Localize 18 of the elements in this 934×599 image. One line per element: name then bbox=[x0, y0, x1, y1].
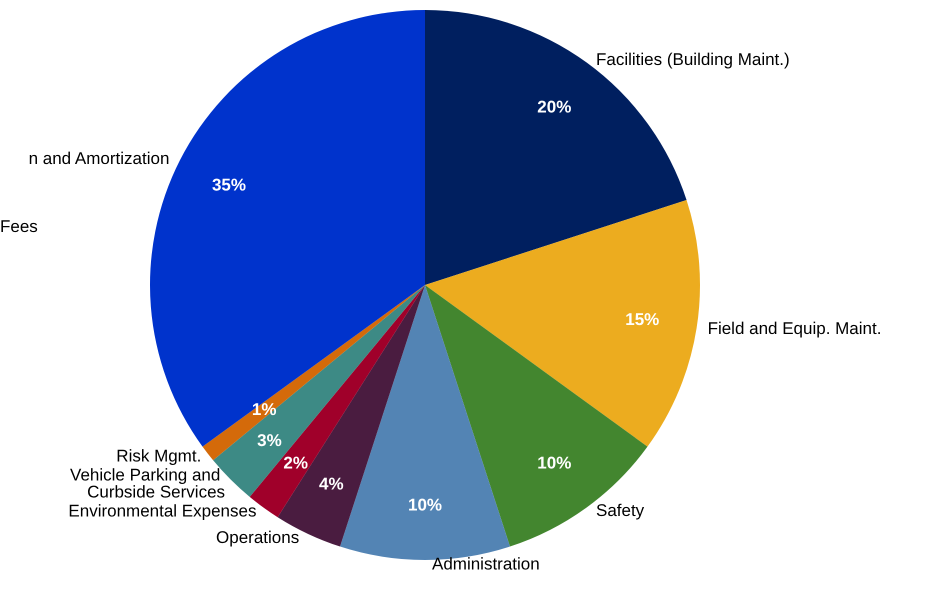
data-label: 2% bbox=[283, 453, 308, 472]
data-label: 15% bbox=[625, 310, 660, 329]
data-label: 10% bbox=[537, 453, 572, 472]
slice-label: Risk Mgmt. bbox=[116, 446, 202, 466]
data-label: 20% bbox=[537, 98, 572, 117]
slice-label: Safety bbox=[596, 501, 645, 520]
slice-label: Operations bbox=[216, 528, 300, 547]
data-label: 4% bbox=[319, 474, 344, 494]
text: Fees bbox=[0, 217, 38, 236]
slice-label: Facilities (Building Maint.) bbox=[596, 50, 790, 69]
slice-label: Environmental Expenses bbox=[68, 502, 256, 520]
slice-label: n and Amortization bbox=[28, 148, 170, 168]
data-label: 35% bbox=[212, 176, 246, 195]
slice-label: Administration bbox=[432, 554, 540, 574]
data-label: 3% bbox=[257, 431, 282, 450]
slice-label: Field and Equip. Maint. bbox=[708, 319, 882, 338]
data-label: 10% bbox=[408, 496, 442, 514]
slice-label: Vehicle Parking and Curbside Services bbox=[70, 466, 226, 502]
